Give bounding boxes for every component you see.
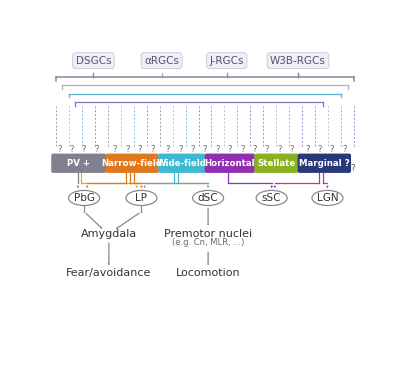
FancyBboxPatch shape (298, 154, 351, 173)
Text: ?: ? (330, 145, 334, 154)
Text: ?: ? (305, 145, 310, 154)
Text: αRGCs: αRGCs (144, 56, 179, 65)
Text: ?: ? (166, 145, 170, 154)
Text: ?: ? (277, 145, 282, 154)
Text: Amygdala: Amygdala (81, 229, 137, 239)
Text: sSC: sSC (262, 193, 281, 203)
Ellipse shape (256, 191, 287, 205)
Text: Marginal ?: Marginal ? (299, 159, 350, 168)
Text: ?: ? (150, 145, 154, 154)
Text: ?: ? (70, 145, 74, 154)
Text: ?: ? (94, 145, 99, 154)
FancyBboxPatch shape (205, 154, 255, 173)
Text: Stellate: Stellate (257, 159, 296, 168)
FancyBboxPatch shape (51, 154, 106, 173)
Text: ?: ? (252, 145, 257, 154)
Ellipse shape (193, 191, 224, 205)
Text: PbG: PbG (74, 193, 94, 203)
Text: ?: ? (178, 145, 182, 154)
Text: ?: ? (113, 145, 117, 154)
Text: ?: ? (228, 145, 232, 154)
Text: LP: LP (136, 193, 148, 203)
Text: ?: ? (57, 145, 62, 154)
Ellipse shape (312, 191, 343, 205)
Text: ?: ? (125, 145, 130, 154)
FancyBboxPatch shape (106, 154, 159, 173)
FancyBboxPatch shape (254, 154, 298, 173)
Text: ?: ? (350, 164, 355, 173)
Text: Locomotion: Locomotion (176, 269, 240, 278)
Text: DSGCs: DSGCs (76, 56, 111, 65)
Text: LGN: LGN (317, 193, 338, 203)
Text: Premotor nuclei: Premotor nuclei (164, 229, 252, 239)
Text: (e.g. Cn, MLR, ...): (e.g. Cn, MLR, ...) (172, 238, 244, 247)
Text: PV +: PV + (67, 159, 90, 168)
Text: ?: ? (82, 145, 86, 154)
Text: ?: ? (290, 145, 294, 154)
Text: Wide-field: Wide-field (157, 159, 207, 168)
Text: Narrow-field: Narrow-field (102, 159, 163, 168)
Text: Horizontal: Horizontal (204, 159, 255, 168)
Text: W3B-RGCs: W3B-RGCs (270, 56, 326, 65)
Text: ?: ? (342, 145, 347, 154)
Text: Fear/avoidance: Fear/avoidance (66, 269, 152, 278)
Text: ?: ? (265, 145, 269, 154)
Text: dSC: dSC (198, 193, 218, 203)
Text: ?: ? (190, 145, 195, 154)
Ellipse shape (126, 191, 157, 205)
FancyBboxPatch shape (158, 154, 205, 173)
Text: ?: ? (138, 145, 142, 154)
Ellipse shape (69, 191, 100, 205)
Text: ?: ? (240, 145, 244, 154)
Text: ?: ? (215, 145, 220, 154)
Text: ?: ? (203, 145, 207, 154)
Text: ?: ? (318, 145, 322, 154)
Text: J-RGCs: J-RGCs (210, 56, 244, 65)
